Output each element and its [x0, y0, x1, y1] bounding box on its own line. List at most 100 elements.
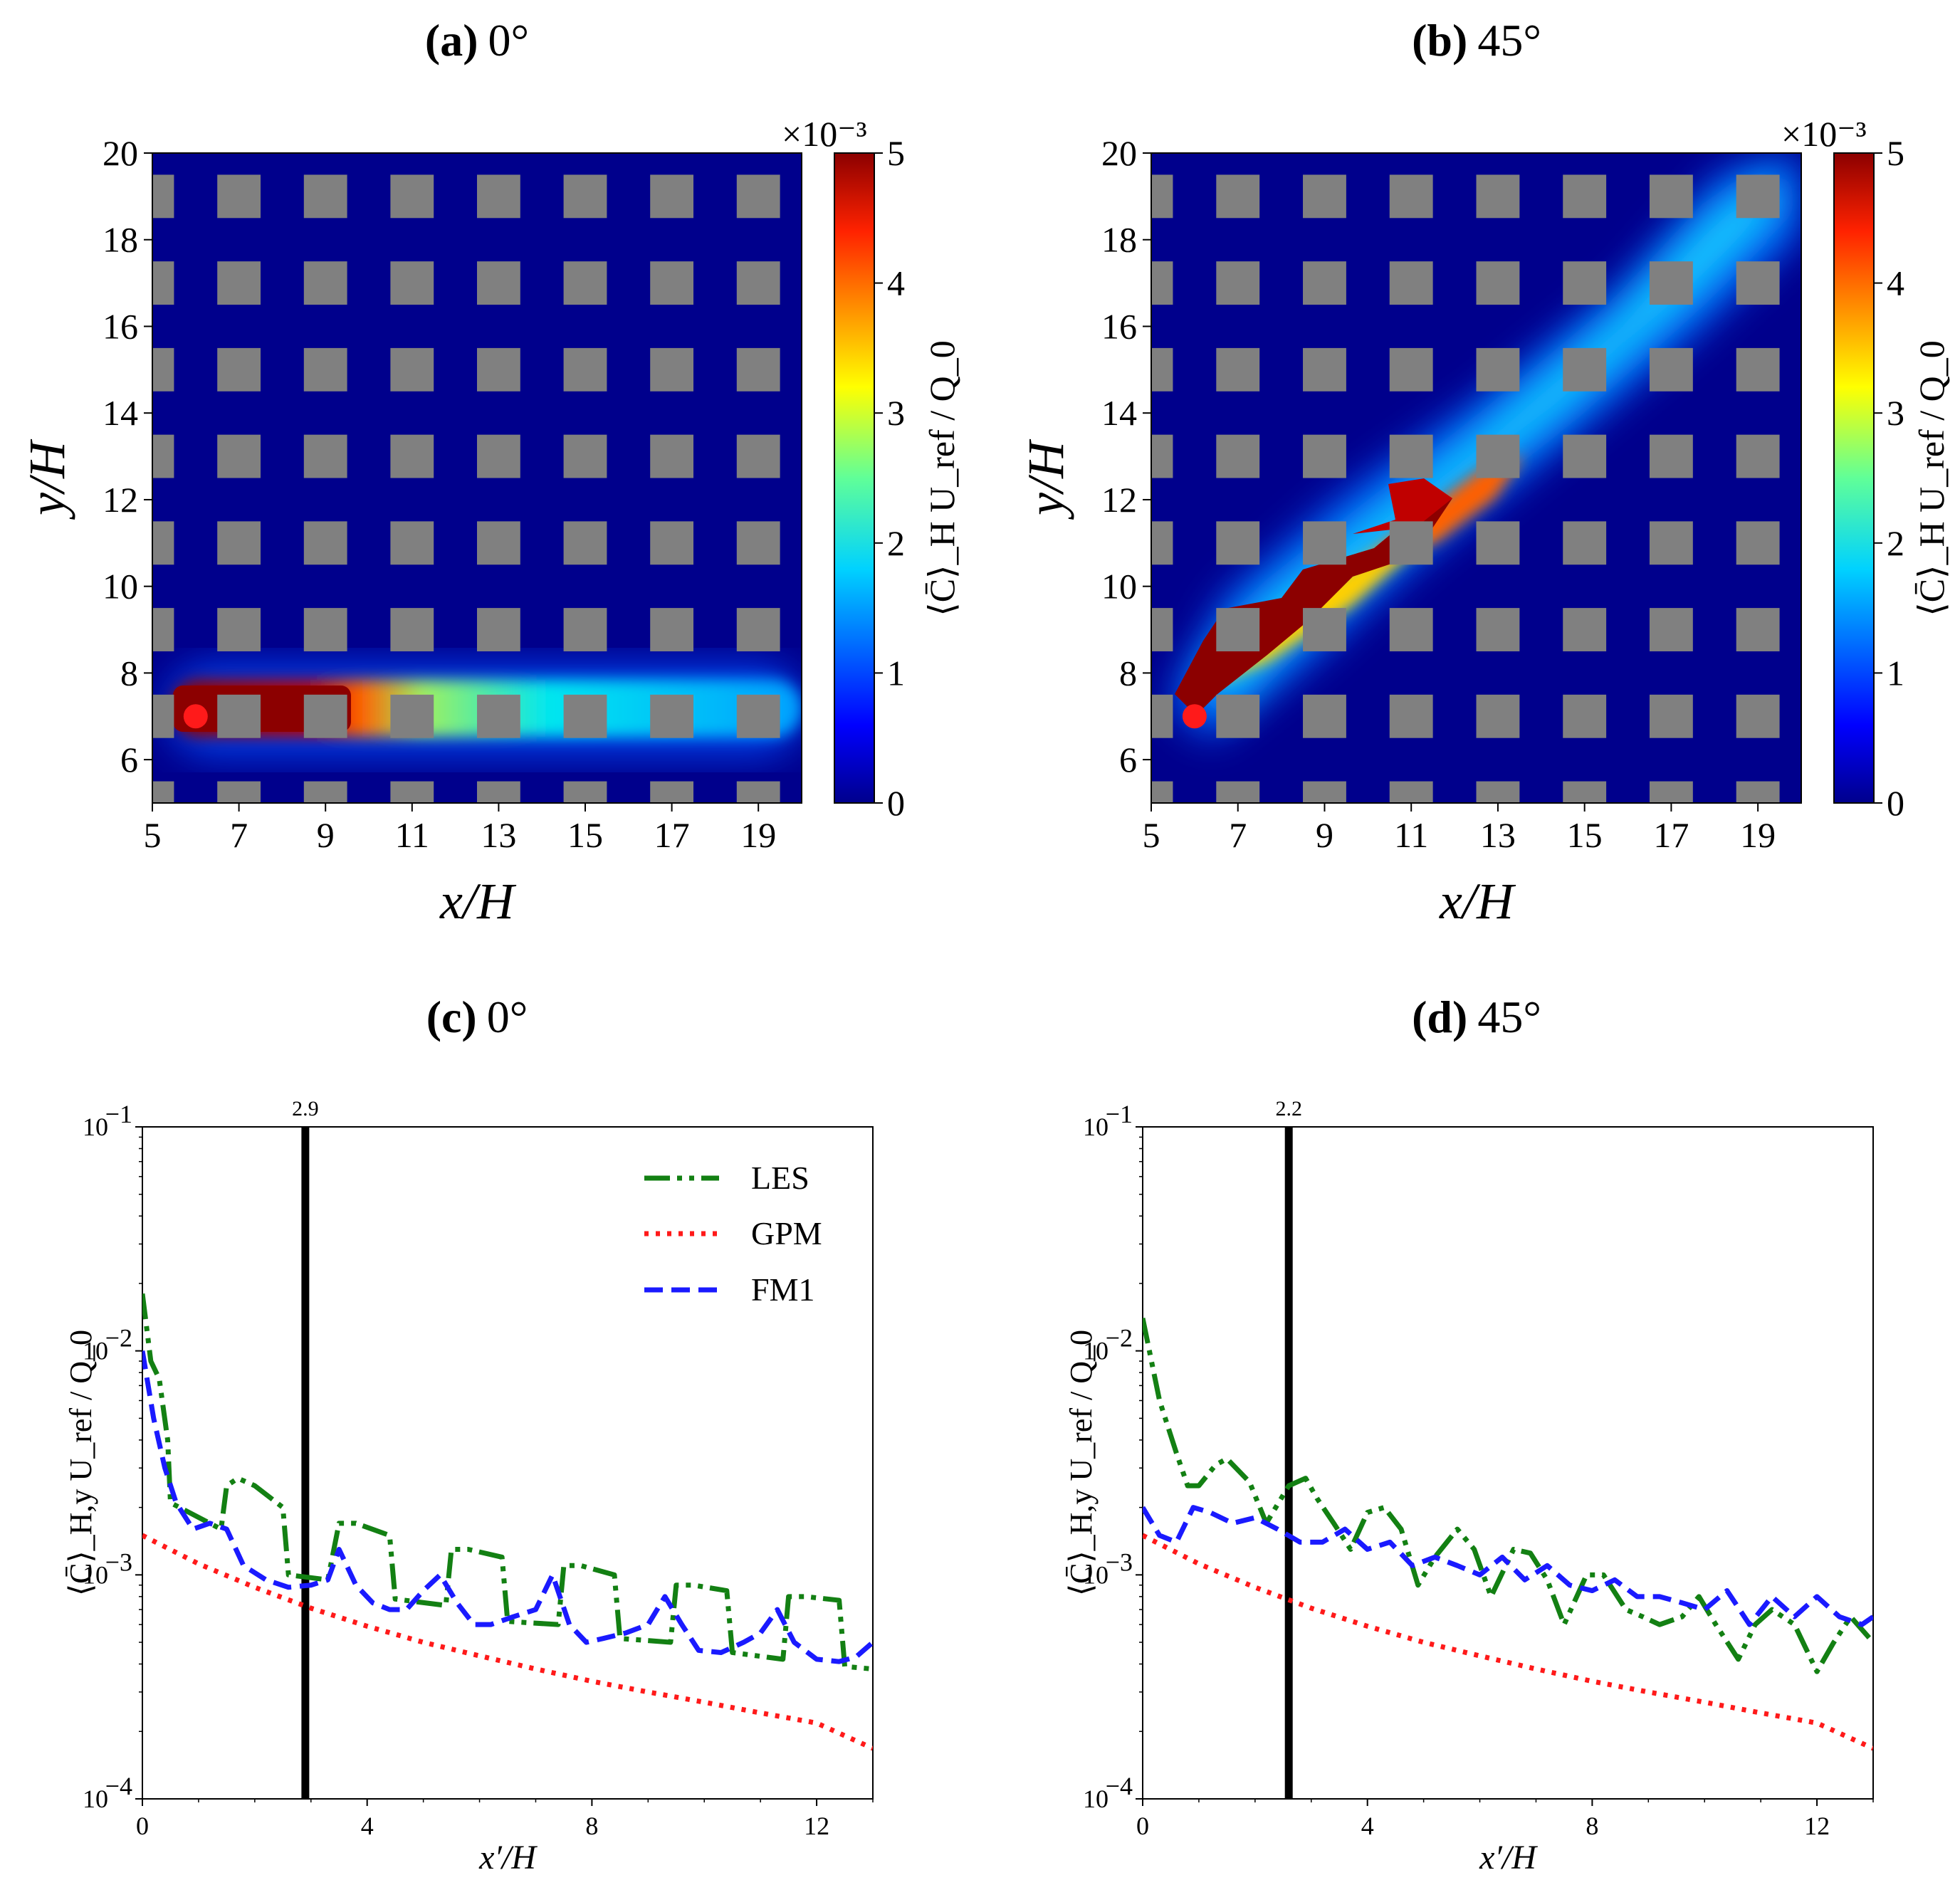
colorbar-b-exponent: ×10⁻³	[1781, 114, 1867, 154]
y-tick-label: 8	[120, 653, 138, 693]
building-block	[650, 261, 693, 305]
source-point-b	[1182, 704, 1207, 729]
colorbar-tick-label: 0	[1887, 783, 1904, 823]
x-axis-label-d: x′/H	[1479, 1839, 1538, 1876]
plot-d-frame	[1142, 1126, 1874, 1800]
colorbar-a-ticks: 0 1 2 3 4 5	[874, 133, 905, 823]
building-block	[563, 781, 607, 803]
building-block	[650, 347, 693, 392]
source-point-a	[183, 704, 208, 729]
y-tick-label: 20	[1101, 133, 1137, 173]
building-block	[1303, 434, 1346, 478]
building-block	[1563, 781, 1607, 803]
panel-c-title: (c) 0°	[426, 992, 528, 1042]
colorbar-b-gradient	[1833, 152, 1875, 804]
building-block	[736, 608, 780, 651]
heatmap-b-frame	[1151, 152, 1802, 804]
building-block	[1476, 434, 1520, 478]
x-tick-label: 11	[1394, 815, 1428, 855]
threshold-label: 2.2	[1275, 1097, 1302, 1120]
building-block	[477, 261, 520, 305]
series-fm1	[142, 1350, 873, 1664]
series-fm1	[1143, 1505, 1873, 1627]
series-c	[142, 1127, 873, 1799]
legend-les-label: LES	[751, 1160, 809, 1196]
building-block	[650, 608, 693, 651]
building-blocks-a	[152, 174, 780, 803]
building-block	[152, 521, 174, 565]
y-tick-label: 10	[1083, 1113, 1109, 1141]
colorbar-tick-label: 5	[1887, 133, 1904, 173]
x-tick-label: 4	[361, 1812, 374, 1840]
x-tick-label: 5	[1143, 815, 1160, 855]
building-block	[152, 781, 174, 803]
building-block	[303, 694, 347, 738]
building-block	[1303, 781, 1346, 803]
building-block	[1151, 608, 1173, 651]
series-d	[1143, 1127, 1873, 1799]
x-tick-label: 12	[804, 1812, 829, 1840]
building-block	[1649, 608, 1693, 651]
building-block	[1216, 521, 1260, 565]
x-tick-label: 7	[230, 815, 248, 855]
heatmap-b	[1151, 153, 1801, 803]
colorbar-tick-label: 1	[887, 653, 905, 693]
building-block	[390, 261, 434, 305]
building-block	[1563, 434, 1607, 478]
y-axis-label-b: y/H	[1017, 439, 1074, 520]
building-block	[1736, 174, 1780, 219]
x-tick-label: 13	[481, 815, 516, 855]
series-gpm	[142, 1533, 873, 1751]
building-block	[152, 261, 174, 305]
building-block	[1649, 694, 1693, 738]
building-block	[477, 694, 520, 738]
colorbar-tick-label: 1	[1887, 653, 1904, 693]
colorbar-b-ticks: 0 1 2 3 4 5	[1874, 133, 1904, 823]
building-block	[1736, 694, 1780, 738]
building-block	[1216, 261, 1260, 305]
y-tick-label: 10	[83, 1113, 108, 1141]
building-block	[1649, 781, 1693, 803]
building-block	[1303, 521, 1346, 565]
building-block	[1563, 347, 1607, 392]
y-tick-label: 16	[103, 306, 138, 346]
building-block	[303, 347, 347, 392]
threshold-label: 2.9	[292, 1097, 319, 1120]
y-axis-label-c: ⟨C̄⟩_H,y U_ref / Q_0	[63, 1330, 98, 1596]
y-tick-label: 10	[103, 567, 138, 607]
building-block	[736, 261, 780, 305]
building-block	[1476, 608, 1520, 651]
y-tick-label: 12	[1101, 480, 1137, 520]
building-block	[1736, 781, 1780, 803]
building-block	[1649, 347, 1693, 392]
y-tick-label: 12	[103, 480, 138, 520]
building-block	[477, 521, 520, 565]
x-tick-label: 11	[395, 815, 429, 855]
x-tick-label: 17	[1653, 815, 1689, 855]
building-block	[1476, 521, 1520, 565]
y-tick-label: 10	[1083, 1560, 1109, 1589]
building-block	[1563, 174, 1607, 219]
y-tick-label: 10	[1083, 1337, 1109, 1365]
building-block	[303, 174, 347, 219]
building-block	[563, 521, 607, 565]
x-tick-label: 0	[1136, 1812, 1149, 1840]
y-tick-label: 18	[103, 220, 138, 260]
colorbar-b: 0 1 2 3 4 5 ×10⁻³ ⟨C̄⟩_H U_ref / Q_0	[1781, 114, 1951, 823]
building-block	[477, 347, 520, 392]
building-block	[217, 521, 261, 565]
building-block	[152, 694, 174, 738]
x-tick-label: 15	[1567, 815, 1603, 855]
building-block	[1216, 174, 1260, 219]
building-block	[563, 347, 607, 392]
building-block	[477, 174, 520, 219]
building-block	[390, 694, 434, 738]
building-block	[1389, 781, 1433, 803]
building-block	[217, 608, 261, 651]
building-block	[1151, 347, 1173, 392]
colorbar-tick-label: 4	[1887, 263, 1904, 303]
building-block	[303, 521, 347, 565]
